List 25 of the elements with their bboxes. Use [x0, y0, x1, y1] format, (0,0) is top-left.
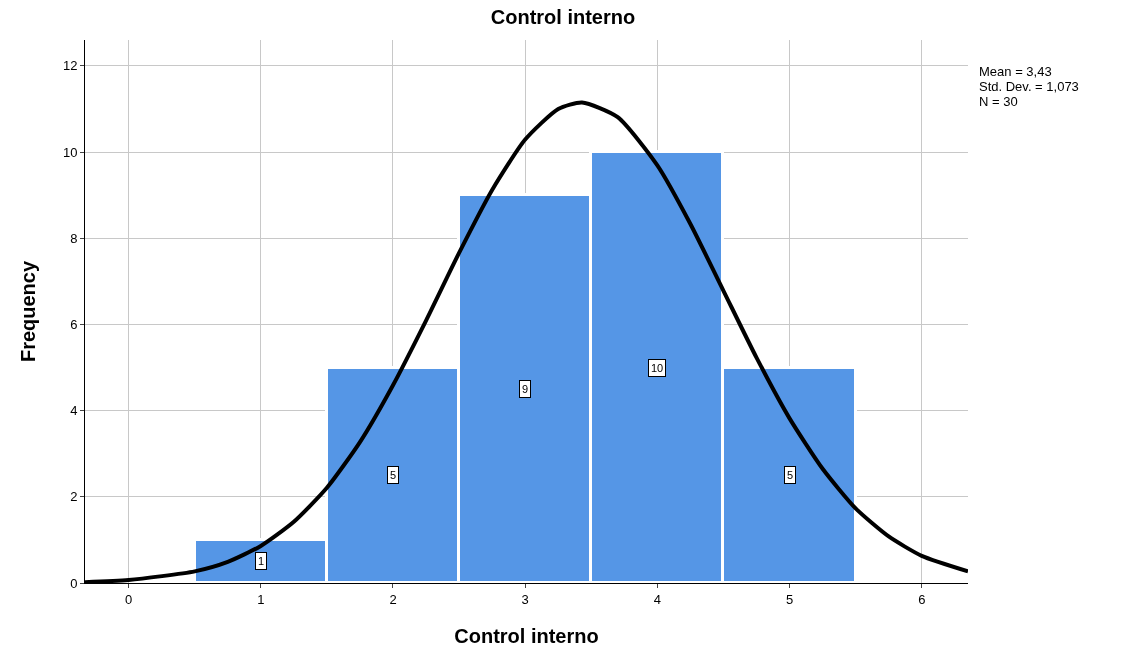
data-label: 10 — [651, 362, 664, 374]
data-label: 1 — [258, 555, 265, 567]
x-tick-label: 1 — [257, 591, 265, 607]
y-tick-label: 12 — [62, 58, 78, 74]
x-tick-label: 6 — [918, 591, 926, 607]
data-label: 5 — [390, 469, 397, 481]
y-tick-label: 4 — [70, 403, 78, 419]
x-tick-label: 4 — [653, 591, 661, 607]
x-tick-label: 3 — [521, 591, 529, 607]
chart-title: Control interno — [490, 5, 636, 28]
data-label: 9 — [522, 383, 529, 395]
y-tick-label: 2 — [70, 489, 78, 505]
data-label: 5 — [787, 469, 794, 481]
y-tick-label: 10 — [62, 144, 78, 160]
text: Mean = 3,43 — [979, 64, 1052, 79]
x-tick-label: 2 — [389, 591, 397, 607]
y-tick-label: 0 — [70, 575, 78, 591]
text: N = 30 — [979, 94, 1018, 109]
x-axis-title: Control interno — [454, 625, 599, 647]
y-tick-label: 8 — [70, 230, 78, 246]
y-tick-label: 6 — [70, 316, 78, 332]
y-axis-title: Frequency — [17, 260, 39, 363]
x-tick-label: 0 — [125, 591, 133, 607]
text: Std. Dev. = 1,073 — [979, 79, 1079, 94]
x-tick-label: 5 — [785, 591, 794, 607]
